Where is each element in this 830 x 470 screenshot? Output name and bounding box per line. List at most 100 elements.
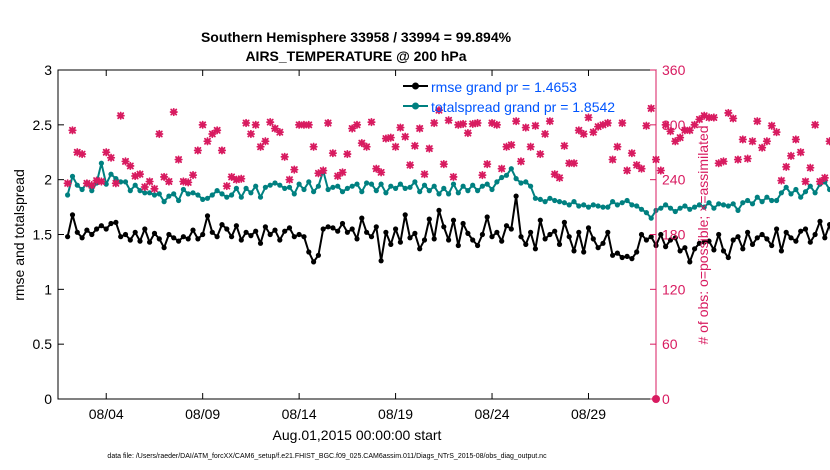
data-point-rmse — [137, 238, 143, 244]
data-point-obs — [449, 172, 458, 182]
data-point-obs — [748, 137, 757, 146]
data-point-rmse — [195, 236, 201, 242]
data-point-obs — [454, 120, 463, 129]
data-point-obs — [208, 129, 217, 139]
data-point-rmse — [325, 224, 331, 230]
data-point-rmse — [383, 229, 389, 235]
y-tick-label-right: 360 — [662, 62, 686, 78]
data-point-obs — [680, 126, 690, 135]
data-point-spread — [778, 190, 785, 196]
data-point-spread — [229, 192, 235, 198]
data-point-obs — [671, 137, 680, 146]
data-point-obs — [594, 122, 603, 131]
data-point-rmse — [619, 254, 625, 261]
data-point-spread — [605, 204, 611, 210]
data-point-obs — [261, 137, 270, 146]
data-point-spread — [489, 186, 495, 193]
data-point-spread — [171, 191, 177, 197]
data-point-rmse — [431, 236, 437, 242]
data-point-spread — [407, 184, 413, 190]
data-point-rmse — [113, 219, 119, 225]
data-point-rmse — [595, 245, 601, 251]
data-point-rmse — [701, 239, 707, 245]
data-point-obs — [434, 106, 444, 115]
data-point-obs — [227, 172, 236, 182]
data-point-rmse — [421, 237, 428, 243]
data-point-obs — [603, 118, 612, 128]
x-tick-label: 08/29 — [571, 406, 606, 422]
data-point-spread — [147, 190, 153, 196]
data-point-rmse — [315, 252, 321, 258]
data-point-obs — [777, 176, 786, 185]
data-point-rmse — [243, 229, 249, 235]
data-point-spread — [176, 197, 182, 204]
y-axis-right: 0 60 120 180 240 300 360 — [650, 62, 686, 407]
data-point-rmse — [272, 227, 278, 233]
data-point-spread — [335, 183, 341, 189]
data-point-obs — [786, 151, 796, 161]
data-point-spread — [272, 180, 278, 186]
data-point-spread — [470, 182, 476, 188]
data-point-spread — [494, 179, 500, 185]
x-tick-label: 08/24 — [475, 406, 510, 422]
data-point-obs — [555, 173, 564, 182]
data-point-spread — [484, 181, 490, 187]
data-point-spread — [248, 190, 254, 196]
data-point-obs — [213, 126, 222, 135]
data-point-spread — [306, 179, 312, 185]
data-point-obs — [405, 160, 415, 170]
data-point-spread — [161, 199, 167, 205]
data-point-spread — [397, 181, 403, 187]
y-tick-label-left: 1 — [44, 281, 52, 297]
data-point-obs — [540, 129, 550, 139]
data-point-spread — [769, 197, 775, 204]
data-point-rmse — [720, 248, 727, 254]
data-point-spread — [209, 192, 215, 198]
data-point-rmse — [475, 242, 481, 249]
data-point-rmse — [253, 228, 259, 234]
data-point-rmse — [378, 258, 384, 264]
y-tick-label-right: 0 — [662, 391, 670, 407]
data-point-rmse — [778, 248, 785, 254]
data-point-rmse — [339, 220, 346, 227]
data-point-spread — [740, 200, 746, 206]
data-point-spread — [663, 202, 669, 208]
data-point-obs — [391, 142, 400, 151]
data-point-rmse — [373, 224, 379, 230]
data-point-obs — [386, 133, 395, 142]
y-axis-left: 0 0.5 1 1.5 2 2.5 3 — [33, 62, 64, 407]
data-point-rmse — [224, 226, 230, 232]
data-point-obs — [695, 115, 704, 124]
data-point-rmse — [465, 230, 471, 236]
data-point-rmse — [291, 234, 297, 240]
data-point-spread — [224, 194, 230, 200]
legend-rmse-label: rmse grand pr = 1.4653 — [431, 79, 577, 95]
data-point-rmse — [238, 237, 244, 243]
data-point-rmse — [151, 230, 158, 236]
data-point-obs — [753, 117, 762, 126]
data-point-spread — [682, 203, 688, 209]
data-point-rmse — [65, 234, 71, 240]
data-point-rmse — [677, 248, 683, 254]
data-point-obs — [463, 128, 473, 138]
data-point-rmse — [503, 223, 510, 229]
data-point-rmse — [233, 223, 239, 229]
data-point-rmse — [320, 226, 326, 232]
data-point-spread — [667, 205, 674, 211]
data-point-rmse — [359, 215, 365, 221]
data-point-obs — [362, 142, 371, 151]
data-point-rmse — [494, 229, 500, 235]
data-point-rmse — [735, 234, 741, 240]
data-point-obs — [569, 159, 579, 168]
series-layer — [63, 104, 830, 265]
data-point-spread — [65, 192, 71, 198]
data-point-rmse — [783, 229, 789, 235]
data-point-spread — [556, 199, 563, 205]
data-point-obs — [266, 117, 275, 127]
y-tick-label-right: 240 — [662, 172, 686, 188]
data-point-obs — [516, 157, 526, 166]
data-point-obs — [574, 126, 583, 135]
data-point-spread — [277, 182, 283, 188]
data-point-spread — [359, 189, 365, 195]
